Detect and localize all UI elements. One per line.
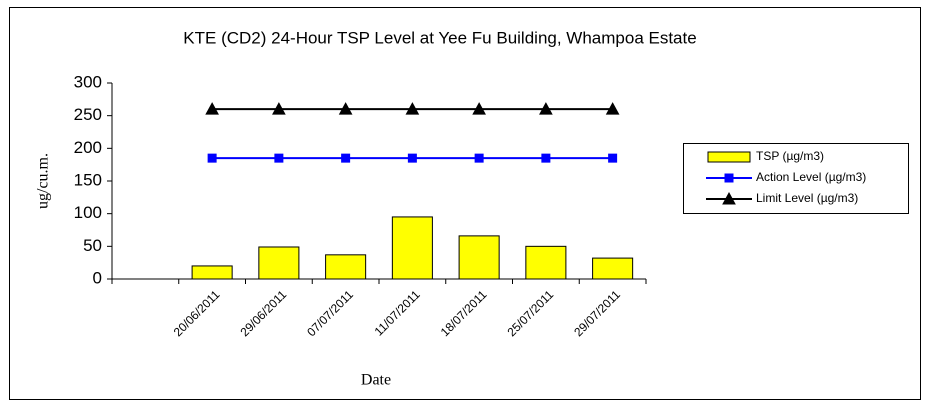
y-tick-label: 50 [83, 236, 102, 255]
legend-label: Limit Level (µg/m3) [756, 191, 858, 205]
marker [605, 102, 620, 115]
bar [525, 245, 567, 280]
marker [272, 102, 286, 115]
marker [205, 102, 219, 115]
marker [608, 153, 618, 163]
bar [592, 257, 634, 280]
bar [191, 265, 233, 280]
y-tick-label: 0 [93, 268, 102, 287]
marker [405, 102, 420, 115]
bar [325, 254, 367, 280]
marker [338, 102, 353, 115]
bar [258, 246, 300, 280]
marker [341, 153, 351, 163]
bar [391, 216, 433, 280]
y-tick-label: 150 [74, 170, 102, 189]
legend-label: Action Level (µg/m3) [756, 170, 866, 184]
y-tick-label: 200 [74, 138, 102, 157]
marker [472, 102, 486, 115]
marker [539, 102, 553, 115]
marker [541, 153, 551, 163]
chart-title: KTE (CD2) 24-Hour TSP Level at Yee Fu Bu… [183, 28, 696, 47]
marker [722, 191, 736, 205]
marker [407, 153, 417, 163]
marker [274, 153, 284, 163]
y-tick-label: 300 [74, 72, 102, 91]
y-tick-label: 250 [74, 105, 102, 124]
marker [474, 153, 484, 163]
marker [207, 153, 217, 163]
legend-label: TSP (µg/m3) [756, 149, 824, 163]
legend-swatch [707, 151, 751, 163]
y-tick-label: 100 [74, 203, 102, 222]
marker [724, 173, 734, 183]
y-axis-label: ug/cu.m. [35, 153, 52, 209]
x-axis-label: Date [361, 372, 391, 389]
bar [458, 235, 500, 280]
